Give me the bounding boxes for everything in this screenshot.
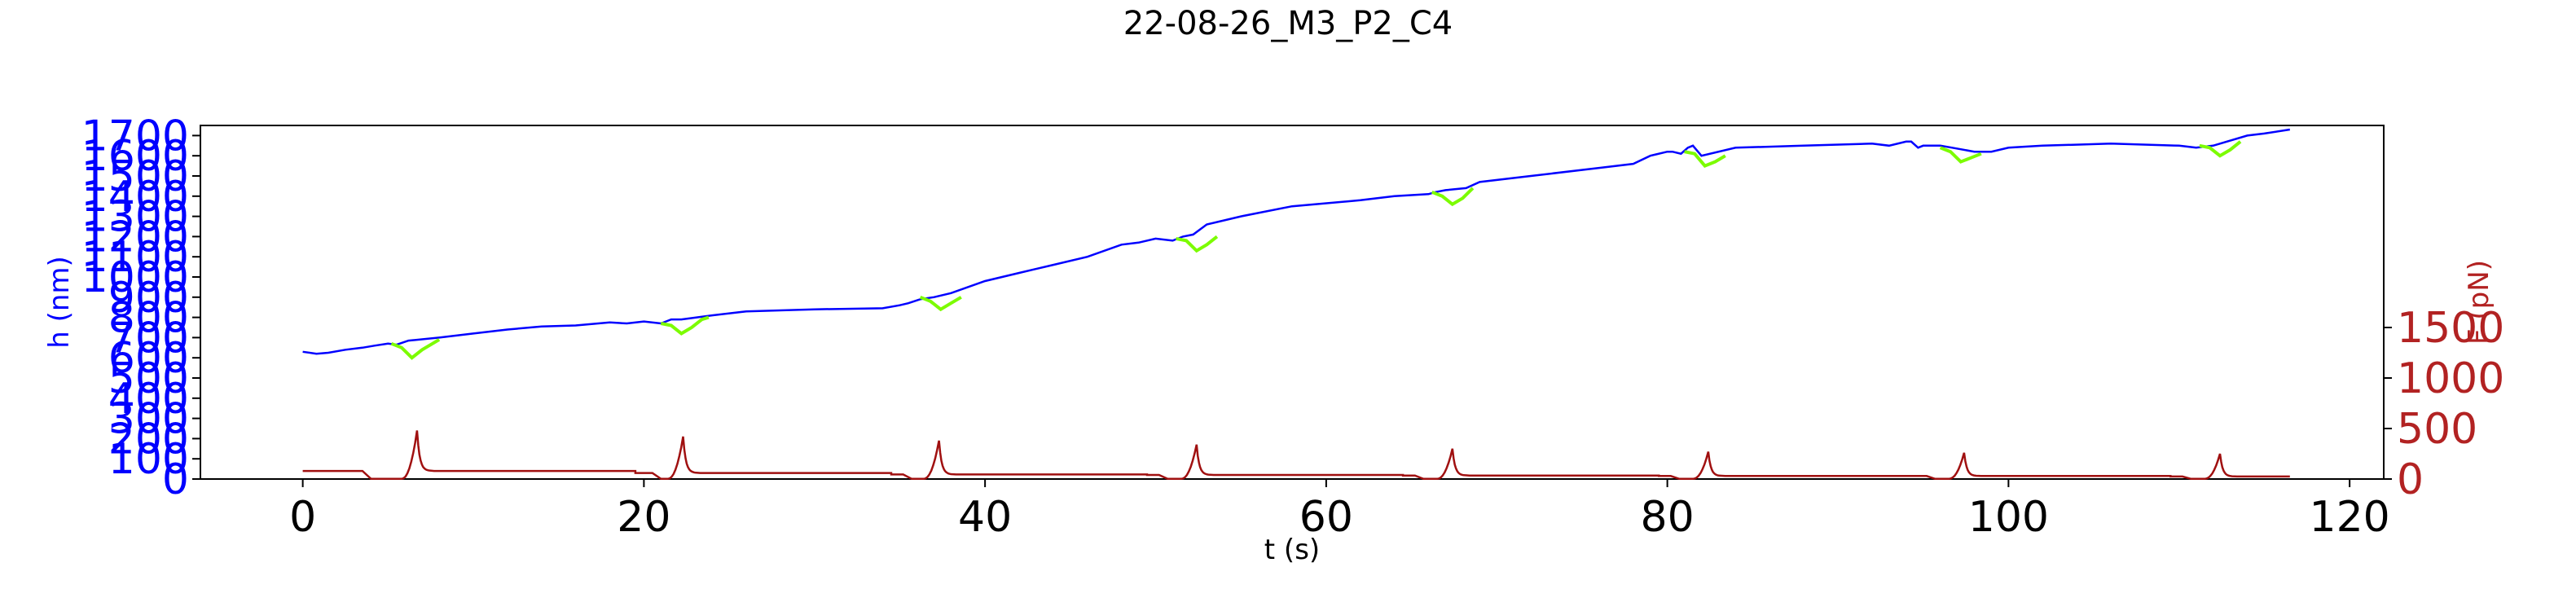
y-right-tick-label: 1500 bbox=[2397, 304, 2504, 353]
y-left-tick-label: 1400 bbox=[81, 173, 189, 222]
y-left-tick-label: 600 bbox=[108, 334, 189, 383]
y-axis-left: 0100200300400500600700800900100011001200… bbox=[81, 112, 200, 504]
y-left-tick-label: 800 bbox=[108, 294, 189, 343]
series-height-segment bbox=[1176, 235, 1219, 253]
y-left-tick-label: 700 bbox=[108, 314, 189, 363]
series-height-segment bbox=[2199, 140, 2242, 158]
y-left-tick-label: 1500 bbox=[81, 152, 189, 201]
series-height-segment bbox=[390, 338, 441, 360]
series-height-segment bbox=[660, 315, 710, 336]
x-tick-label: 100 bbox=[1968, 493, 2049, 542]
plot-area bbox=[200, 125, 2385, 480]
chart-title: 22-08-26_M3_P2_C4 bbox=[1123, 5, 1453, 42]
y-left-tick-label: 100 bbox=[108, 435, 189, 484]
y-left-tick-label: 400 bbox=[108, 375, 189, 424]
y-axis-left-label: h (nm) bbox=[43, 256, 76, 349]
x-tick-label: 40 bbox=[958, 493, 1012, 542]
series-force-line bbox=[302, 430, 2290, 481]
x-tick-label: 0 bbox=[289, 493, 316, 542]
series-height-segment bbox=[1431, 187, 1475, 207]
y-left-tick-label: 1200 bbox=[81, 213, 189, 262]
x-axis: 0 20 40 60 80 100 120 bbox=[289, 479, 2390, 542]
y-left-tick-label: 1600 bbox=[81, 132, 189, 181]
series-group bbox=[302, 128, 2290, 481]
y-right-tick-label: 0 bbox=[2397, 455, 2424, 504]
series-height-segment bbox=[1684, 150, 1726, 168]
y-left-tick-label: 0 bbox=[162, 455, 189, 504]
y-left-tick-label: 900 bbox=[108, 274, 189, 323]
series-height-line bbox=[302, 128, 2290, 355]
y-left-tick-label: 200 bbox=[108, 415, 189, 464]
y-right-tick-label: 500 bbox=[2397, 405, 2477, 454]
y-axis-right-label: F (pN) bbox=[2463, 260, 2495, 345]
y-left-tick-label: 1300 bbox=[81, 193, 189, 242]
y-left-tick-label: 1000 bbox=[81, 253, 189, 302]
y-left-tick-label: 500 bbox=[108, 354, 189, 403]
x-tick-label: 80 bbox=[1641, 493, 1695, 542]
x-tick-label: 120 bbox=[2309, 493, 2389, 542]
y-left-tick-label: 300 bbox=[108, 395, 189, 444]
series-height-segment bbox=[1939, 146, 1982, 164]
x-tick-label: 60 bbox=[1299, 493, 1353, 542]
y-left-tick-label: 1100 bbox=[81, 233, 189, 282]
y-left-tick-label: 1700 bbox=[81, 112, 189, 160]
y-right-tick-label: 1000 bbox=[2397, 354, 2504, 403]
x-tick-label: 20 bbox=[617, 493, 670, 542]
x-axis-label: t (s) bbox=[1264, 534, 1320, 566]
series-height-segment bbox=[919, 295, 962, 312]
